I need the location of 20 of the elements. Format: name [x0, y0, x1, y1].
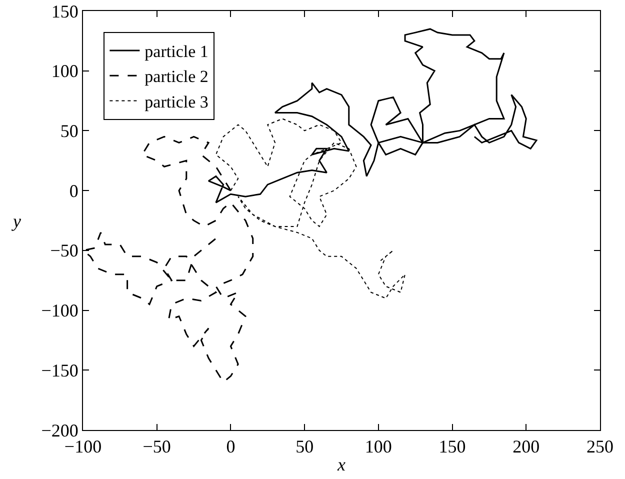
x-tick-label: 100 — [364, 436, 392, 457]
y-tick-label: −50 — [50, 240, 78, 261]
x-tick-label: 0 — [226, 436, 236, 457]
y-axis-title: y — [11, 211, 21, 231]
legend-label: particle 1 — [144, 42, 208, 62]
x-tick-label: 50 — [296, 436, 314, 457]
y-tick-label: 150 — [51, 1, 78, 22]
x-tick-label: 150 — [438, 436, 466, 457]
x-tick-label: 200 — [512, 436, 540, 457]
legend-label: particle 2 — [144, 67, 208, 86]
y-tick-label: 100 — [51, 61, 78, 82]
y-tick-label: −200 — [41, 420, 78, 440]
x-tick-label: 250 — [586, 436, 614, 457]
legend-label: particle 3 — [144, 92, 208, 112]
y-tick-label: 50 — [60, 121, 78, 142]
y-tick-label: 0 — [69, 180, 78, 201]
y-tick-label: −100 — [41, 300, 78, 321]
x-tick-label: −50 — [142, 436, 171, 457]
x-axis-title: x — [336, 454, 346, 475]
y-tick-label: −150 — [41, 360, 78, 380]
